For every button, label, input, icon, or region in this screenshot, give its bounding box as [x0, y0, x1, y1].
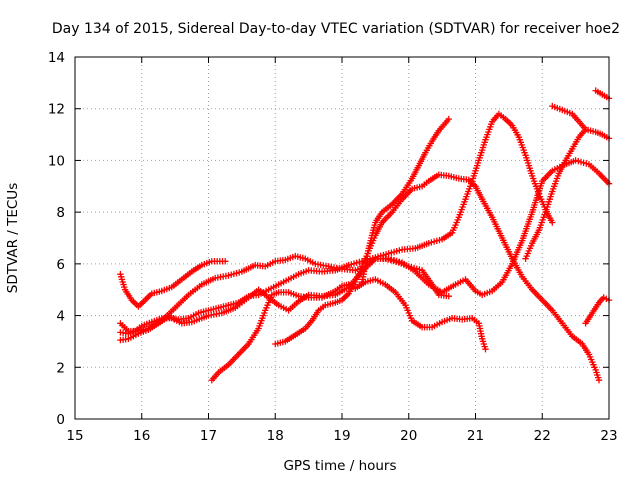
- series-track: [120, 113, 553, 341]
- x-axis-label: GPS time / hours: [283, 458, 396, 474]
- y-tick-label: 8: [56, 205, 65, 221]
- y-tick-label: 10: [48, 153, 65, 169]
- x-tick-label: 16: [133, 428, 150, 444]
- series-track: [275, 174, 600, 381]
- x-tick-label: 20: [400, 428, 417, 444]
- data-series-series-5: [117, 110, 556, 344]
- y-tick-label: 12: [48, 102, 65, 118]
- x-tick-label: 17: [200, 428, 217, 444]
- x-tick-label: 19: [333, 428, 350, 444]
- axis-ticks: 15 16 17 18 19 20 21 22 23 0 2 4 6 8 10 12 14: [48, 50, 618, 444]
- data-point-markers: [582, 294, 613, 327]
- x-tick-label: 18: [267, 428, 284, 444]
- data-series-series-7: [358, 115, 452, 286]
- data-point-markers: [358, 115, 452, 286]
- data-series-series-9: [549, 102, 589, 133]
- y-tick-label: 0: [56, 412, 65, 428]
- data-point-markers: [272, 171, 603, 384]
- x-tick-label: 15: [66, 428, 83, 444]
- data-series-series-11: [582, 294, 613, 327]
- data-series-series-1: [117, 258, 229, 310]
- plot-series: [117, 87, 613, 384]
- data-point-markers: [117, 258, 229, 310]
- x-tick-label: 22: [534, 428, 551, 444]
- y-axis-label: SDTVAR / TECUs: [5, 183, 21, 293]
- x-tick-label: 23: [600, 428, 617, 444]
- y-tick-label: 6: [56, 257, 65, 273]
- data-point-markers: [208, 276, 489, 384]
- data-point-markers: [522, 126, 613, 262]
- y-tick-label: 2: [56, 360, 65, 376]
- grid: [75, 57, 609, 419]
- data-series-series-6: [272, 171, 603, 384]
- chart-title: Day 134 of 2015, Sidereal Day-to-day VTE…: [52, 21, 620, 37]
- y-tick-label: 14: [48, 50, 65, 66]
- y-tick-label: 4: [56, 309, 65, 325]
- x-tick-label: 21: [467, 428, 484, 444]
- data-point-markers: [549, 102, 589, 133]
- data-series-series-8: [522, 126, 613, 262]
- data-point-markers: [117, 110, 556, 344]
